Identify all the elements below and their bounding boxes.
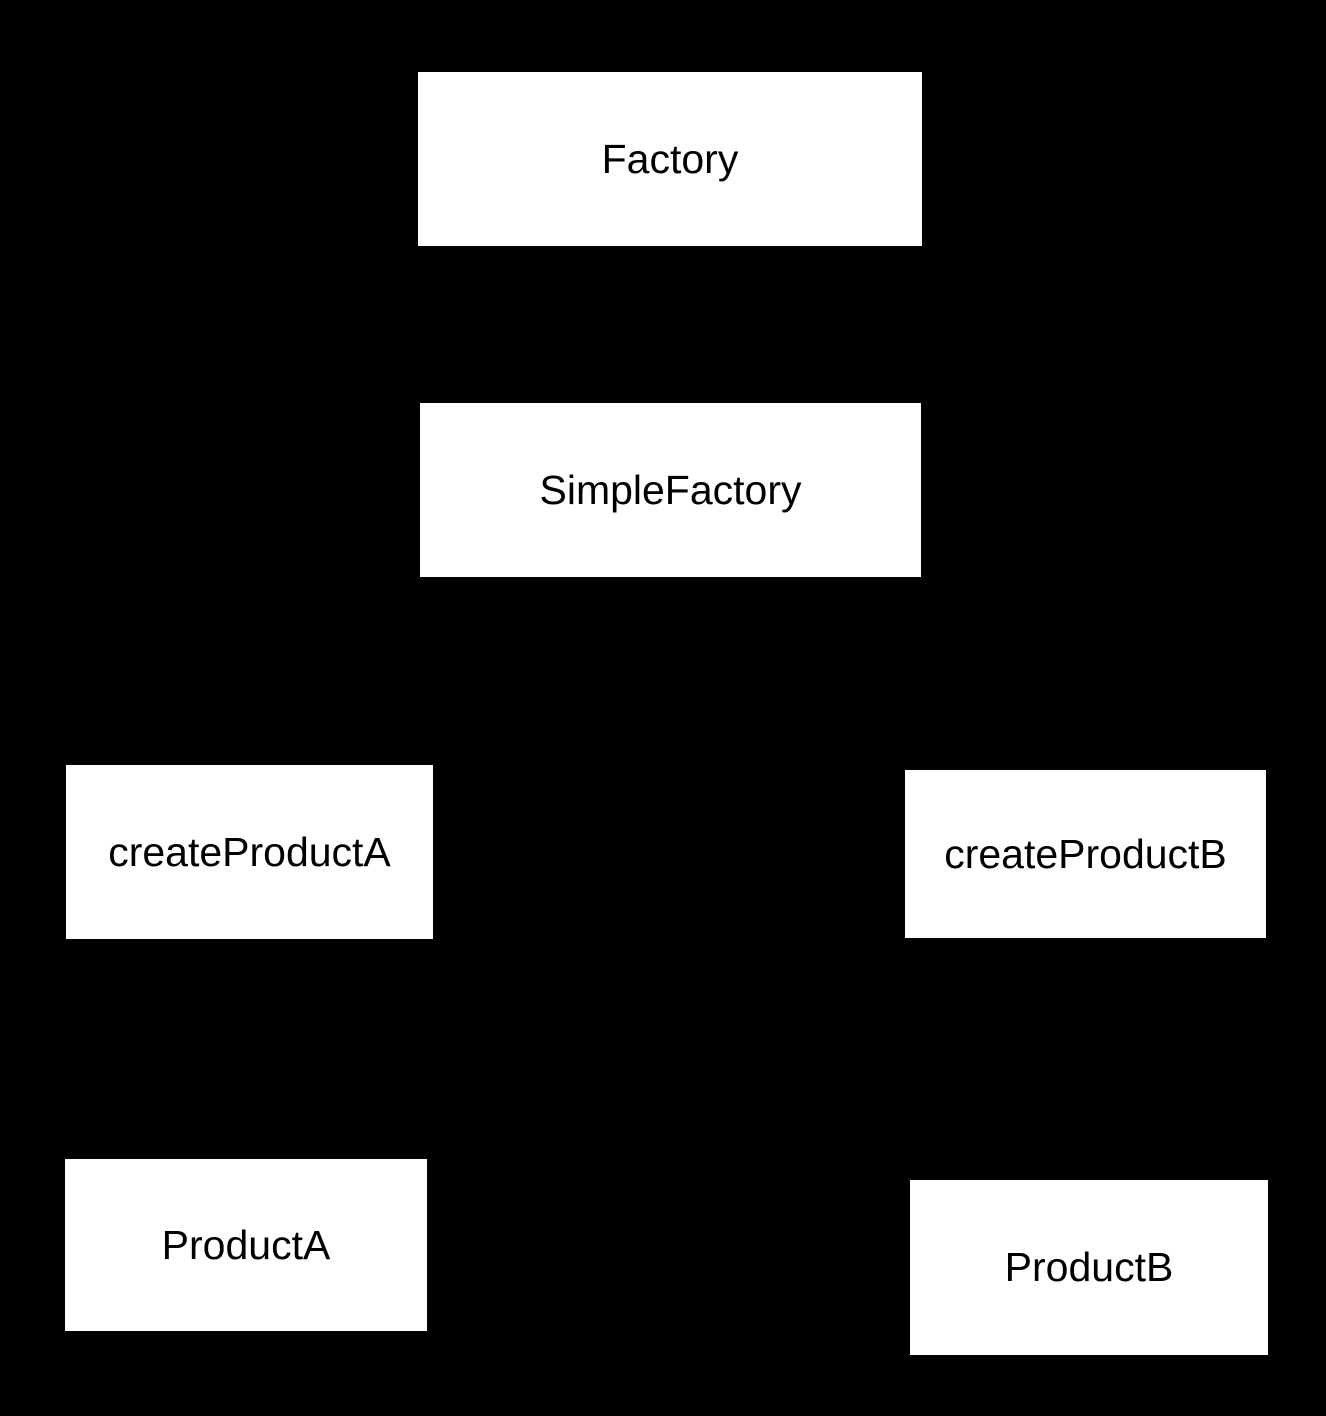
node-product-b: ProductB bbox=[910, 1180, 1268, 1355]
node-product-a: ProductA bbox=[65, 1159, 427, 1331]
node-create-product-a-label: createProductA bbox=[108, 829, 391, 876]
node-simple-factory-label: SimpleFactory bbox=[539, 467, 801, 514]
node-factory-label: Factory bbox=[602, 136, 739, 183]
node-factory: Factory bbox=[418, 72, 922, 246]
node-create-product-b: createProductB bbox=[905, 770, 1266, 938]
diagram-canvas: Factory SimpleFactory createProductA cre… bbox=[0, 0, 1326, 1416]
node-create-product-b-label: createProductB bbox=[944, 831, 1227, 878]
node-product-b-label: ProductB bbox=[1005, 1244, 1174, 1291]
node-simple-factory: SimpleFactory bbox=[420, 403, 921, 577]
node-product-a-label: ProductA bbox=[162, 1222, 331, 1269]
node-create-product-a: createProductA bbox=[66, 765, 433, 939]
